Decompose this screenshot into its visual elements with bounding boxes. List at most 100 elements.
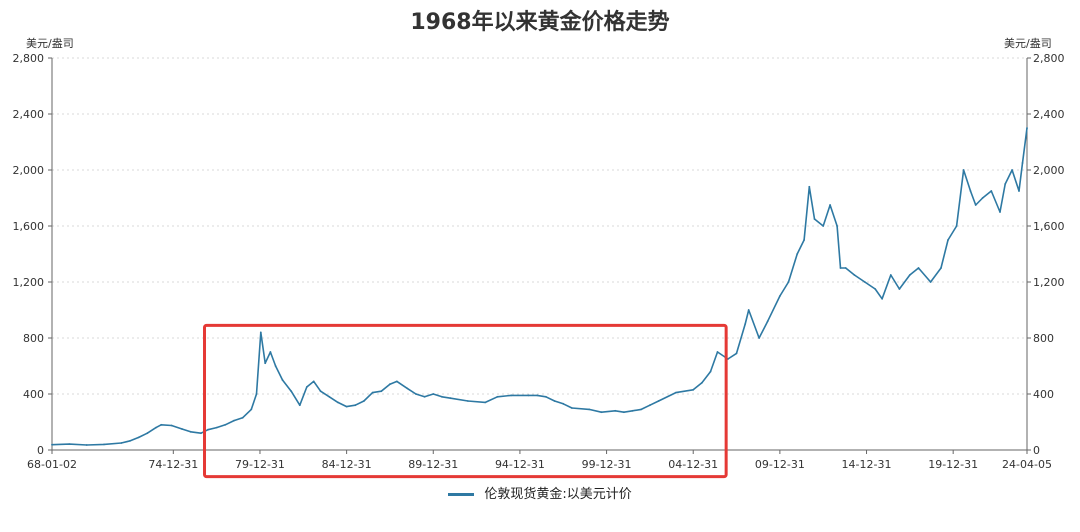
data-point bbox=[709, 370, 712, 373]
data-point bbox=[328, 395, 331, 398]
data-point bbox=[940, 267, 942, 269]
y-tick-right: 2,400 bbox=[1033, 108, 1065, 121]
data-point bbox=[189, 430, 192, 433]
data-point bbox=[406, 387, 409, 390]
y-tick-left: 800 bbox=[23, 332, 44, 345]
data-point bbox=[200, 432, 202, 435]
y-tick-left: 1,200 bbox=[13, 276, 45, 289]
x-tick-label: 68-01-02 bbox=[27, 458, 77, 471]
data-point bbox=[146, 432, 149, 435]
data-point bbox=[155, 426, 157, 429]
data-point bbox=[836, 225, 838, 227]
y-tick-right: 2,000 bbox=[1033, 164, 1065, 177]
x-tick: 99-12-31 bbox=[582, 458, 632, 471]
data-point bbox=[917, 267, 920, 269]
y-tick-label-right: 1,600 bbox=[1033, 220, 1065, 233]
data-point bbox=[298, 404, 301, 407]
data-point bbox=[908, 274, 911, 276]
data-point bbox=[380, 390, 383, 393]
x-tick: 19-12-31 bbox=[928, 458, 978, 471]
x-tick: 84-12-31 bbox=[322, 458, 372, 471]
tick-labels: 0 0 400 400 800 800 1,200 1,200 1,600 1,600 2,000 2… bbox=[13, 52, 1065, 471]
y-tick-label-right: 2,400 bbox=[1033, 108, 1065, 121]
data-point bbox=[787, 281, 790, 283]
x-tick: 94-12-31 bbox=[495, 458, 545, 471]
chart-title: 1968年以来黄金价格走势 bbox=[410, 10, 670, 35]
data-point bbox=[103, 443, 105, 446]
data-point bbox=[1004, 183, 1007, 185]
data-point bbox=[312, 380, 315, 383]
y-tick-label-left: 2,000 bbox=[13, 164, 45, 177]
data-point bbox=[120, 442, 123, 444]
x-tick-label: 24-04-05 bbox=[1002, 458, 1052, 471]
legend-label: 伦敦现货黄金:以美元计价 bbox=[484, 487, 632, 502]
y-tick-label-right: 800 bbox=[1033, 332, 1054, 345]
data-point bbox=[536, 394, 539, 397]
x-tick: 74-12-31 bbox=[148, 458, 198, 471]
y-tick-label-left: 0 bbox=[37, 444, 44, 457]
data-point bbox=[881, 297, 883, 300]
data-point bbox=[129, 440, 131, 442]
data-point bbox=[822, 225, 825, 227]
data-point bbox=[553, 400, 556, 402]
data-point bbox=[269, 351, 272, 353]
highlight-layer bbox=[203, 323, 728, 479]
data-point bbox=[354, 404, 357, 407]
data-point bbox=[874, 288, 877, 290]
x-tick-label: 14-12-31 bbox=[842, 458, 892, 471]
x-tick: 68-01-02 bbox=[27, 458, 77, 471]
data-point bbox=[766, 320, 769, 323]
data-point bbox=[929, 281, 932, 283]
y-tick-label-right: 1,200 bbox=[1033, 276, 1065, 289]
data-point bbox=[1018, 190, 1020, 192]
x-tick-label: 09-12-31 bbox=[755, 458, 805, 471]
data-point bbox=[999, 211, 1001, 213]
data-point bbox=[137, 436, 140, 439]
y-tick-label-left: 800 bbox=[23, 332, 44, 345]
data-point bbox=[571, 407, 573, 409]
x-tick-label: 04-12-31 bbox=[668, 458, 718, 471]
data-point bbox=[68, 443, 71, 445]
data-point bbox=[415, 393, 417, 395]
y-tick-right: 0 bbox=[1033, 444, 1040, 457]
y-tick-label-left: 1,200 bbox=[13, 276, 45, 289]
data-point bbox=[259, 331, 262, 334]
data-point bbox=[649, 404, 651, 407]
series-line-gold-price[interactable] bbox=[51, 127, 1028, 446]
data-point bbox=[796, 253, 799, 255]
data-point bbox=[813, 218, 816, 220]
y-tick-right: 800 bbox=[1033, 332, 1054, 345]
data-point bbox=[969, 190, 972, 192]
legend-swatch bbox=[448, 493, 475, 496]
x-tick-label: 89-12-31 bbox=[408, 458, 458, 471]
data-point bbox=[981, 197, 984, 199]
x-tick-label: 19-12-31 bbox=[928, 458, 978, 471]
data-point bbox=[510, 394, 513, 397]
data-point bbox=[224, 423, 227, 426]
data-point bbox=[85, 444, 88, 446]
data-point bbox=[396, 380, 398, 383]
data-point bbox=[449, 397, 452, 400]
data-point bbox=[863, 281, 866, 283]
data-point bbox=[947, 239, 949, 241]
grid-lines bbox=[52, 57, 1027, 395]
data-point bbox=[747, 309, 750, 311]
data-point bbox=[631, 409, 634, 412]
data-point bbox=[962, 169, 965, 171]
x-tick: 14-12-31 bbox=[842, 458, 892, 471]
series-layer bbox=[51, 127, 1028, 446]
legend[interactable]: 伦敦现货黄金:以美元计价 bbox=[0, 483, 1080, 502]
data-point bbox=[496, 395, 499, 398]
y-tick-label-right: 2,000 bbox=[1033, 164, 1065, 177]
y-tick-left: 2,000 bbox=[13, 164, 45, 177]
x-tick: 79-12-31 bbox=[235, 458, 285, 471]
data-point bbox=[371, 391, 374, 394]
data-point bbox=[274, 365, 277, 367]
data-point bbox=[441, 395, 443, 398]
x-tick-label: 74-12-31 bbox=[148, 458, 198, 471]
y-tick-right: 400 bbox=[1033, 388, 1054, 401]
data-point bbox=[675, 391, 677, 394]
data-point bbox=[758, 337, 760, 339]
data-point bbox=[181, 428, 183, 430]
data-point bbox=[319, 390, 322, 393]
